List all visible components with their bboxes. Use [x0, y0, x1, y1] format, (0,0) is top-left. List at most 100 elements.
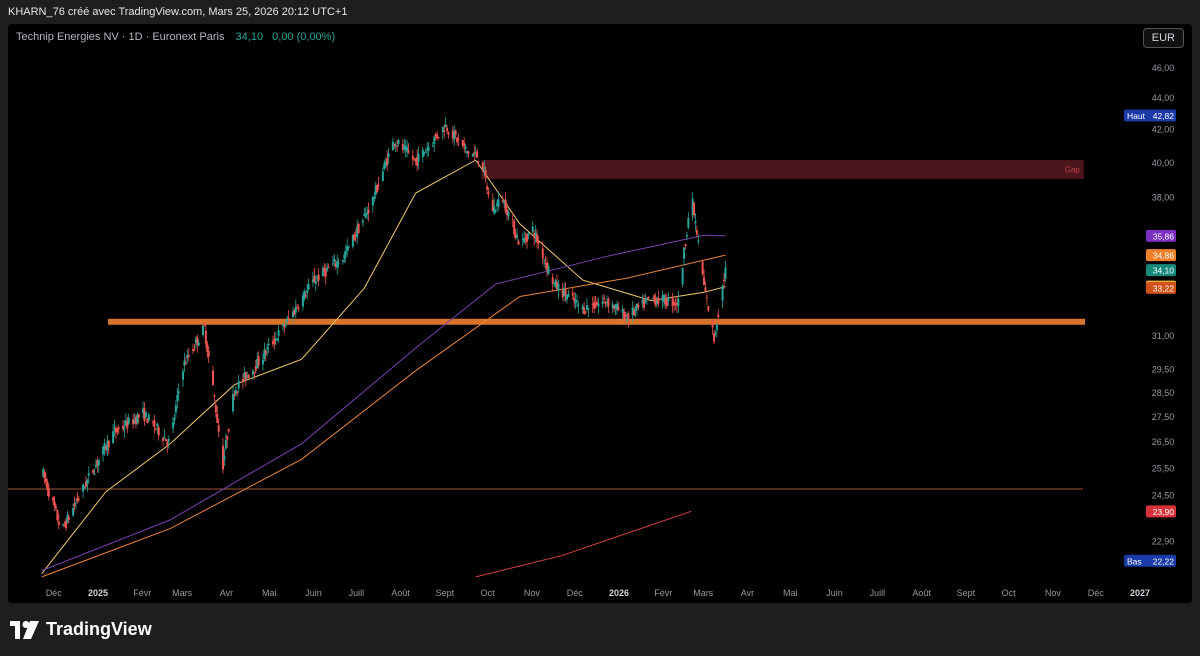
candle-body — [293, 310, 296, 315]
candle-body — [541, 248, 544, 259]
candle-body — [387, 153, 390, 158]
y-tick-label: 42,00 — [1152, 125, 1175, 135]
candle-body — [491, 200, 494, 212]
x-tick-label: Nov — [1045, 588, 1062, 598]
candle-body — [353, 234, 356, 240]
chart-panel[interactable]: Technip Energies NV · 1D · Euronext Pari… — [8, 24, 1192, 603]
candle-body — [321, 267, 324, 277]
candle-body — [306, 289, 309, 293]
x-tick-label: Sept — [957, 588, 976, 598]
candle-body — [461, 139, 464, 146]
candle-body — [703, 276, 706, 286]
candle-body — [416, 157, 419, 166]
candle-body — [54, 506, 57, 509]
candle-body — [143, 408, 146, 421]
candle-body — [463, 143, 466, 147]
candle-body — [506, 209, 509, 216]
candle-body — [697, 240, 700, 242]
candle-body — [394, 144, 397, 147]
candle-body — [137, 414, 140, 418]
candle-body — [426, 148, 429, 151]
x-tick-label: Mai — [783, 588, 798, 598]
candle-body — [414, 158, 417, 162]
candle-body — [643, 299, 646, 308]
candle-body — [196, 336, 199, 346]
candle-body — [633, 310, 636, 315]
candle-body — [216, 413, 219, 423]
y-tick-label: 24,50 — [1152, 490, 1175, 500]
candle-body — [192, 349, 195, 351]
x-tick-label: Juill — [349, 588, 365, 598]
candle-body — [614, 304, 617, 309]
candle-body — [401, 143, 404, 150]
candle-body — [287, 317, 290, 319]
candle-body — [316, 277, 319, 279]
candle-body — [557, 283, 560, 291]
candle-body — [561, 289, 564, 298]
candle-body — [323, 267, 326, 272]
candle-body — [641, 299, 644, 304]
moving-average-line — [475, 510, 692, 578]
candle-body — [136, 414, 139, 424]
y-tick-label: 29,50 — [1152, 364, 1175, 374]
moving-average-line — [41, 234, 726, 572]
price-tag — [1124, 109, 1176, 122]
candle-body — [623, 311, 626, 321]
candle-body — [241, 378, 244, 382]
candle-body — [446, 127, 449, 132]
candle-body — [503, 200, 506, 204]
candle-body — [476, 151, 479, 158]
candle-body — [604, 301, 607, 304]
x-tick-label: Mars — [693, 588, 713, 598]
y-tick-label: 25,50 — [1152, 463, 1175, 473]
candle-body — [647, 296, 650, 299]
candle-body — [366, 212, 369, 215]
currency-button[interactable]: EUR — [1142, 28, 1184, 48]
x-tick-label: Déc — [567, 588, 584, 598]
candle-body — [684, 244, 687, 247]
candle-body — [605, 302, 608, 304]
candle-body — [621, 308, 624, 313]
price-tag-label: Haut — [1127, 111, 1146, 121]
candle-body — [603, 297, 606, 300]
price-tag — [1146, 229, 1176, 242]
price-tag-label: Bas — [1127, 556, 1142, 566]
candle-body — [211, 370, 214, 385]
candle-body — [664, 298, 667, 305]
candle-body — [657, 297, 660, 304]
candle-body — [144, 411, 147, 418]
candle-body — [56, 510, 59, 520]
candle-body — [193, 349, 196, 351]
candle-body — [627, 313, 630, 320]
candle-body — [134, 416, 137, 425]
candle-body — [457, 139, 460, 141]
y-tick-label: 44,00 — [1152, 93, 1175, 103]
candle-body — [701, 261, 704, 275]
candle-body — [367, 209, 370, 214]
candle-body — [553, 282, 556, 284]
price-tag-value: 34,10 — [1153, 266, 1175, 276]
candle-body — [577, 304, 580, 306]
candle-body — [291, 311, 294, 318]
x-tick-label: Oct — [481, 588, 496, 598]
candle-body — [377, 184, 380, 186]
y-tick-label: 46,00 — [1152, 63, 1175, 73]
candle-body — [594, 302, 597, 308]
candle-body — [281, 324, 284, 327]
candle-body — [317, 274, 320, 281]
candle-body — [533, 233, 536, 238]
candle-body — [103, 443, 106, 451]
candle-body — [284, 325, 287, 327]
candle-body — [66, 514, 69, 523]
candle-body — [587, 308, 590, 310]
price-tag — [1146, 281, 1176, 294]
candle-body — [203, 323, 206, 326]
candle-body — [67, 516, 70, 520]
candle-body — [651, 297, 654, 299]
price-chart[interactable]: 46,00 44,00 42,00 40,00 38,00 31,00 29,50 28,50… — [8, 24, 1192, 603]
candle-body — [483, 167, 486, 170]
candle-body — [494, 209, 497, 211]
candle-body — [64, 520, 67, 529]
candle-body — [713, 333, 716, 342]
candle-body — [427, 146, 430, 151]
